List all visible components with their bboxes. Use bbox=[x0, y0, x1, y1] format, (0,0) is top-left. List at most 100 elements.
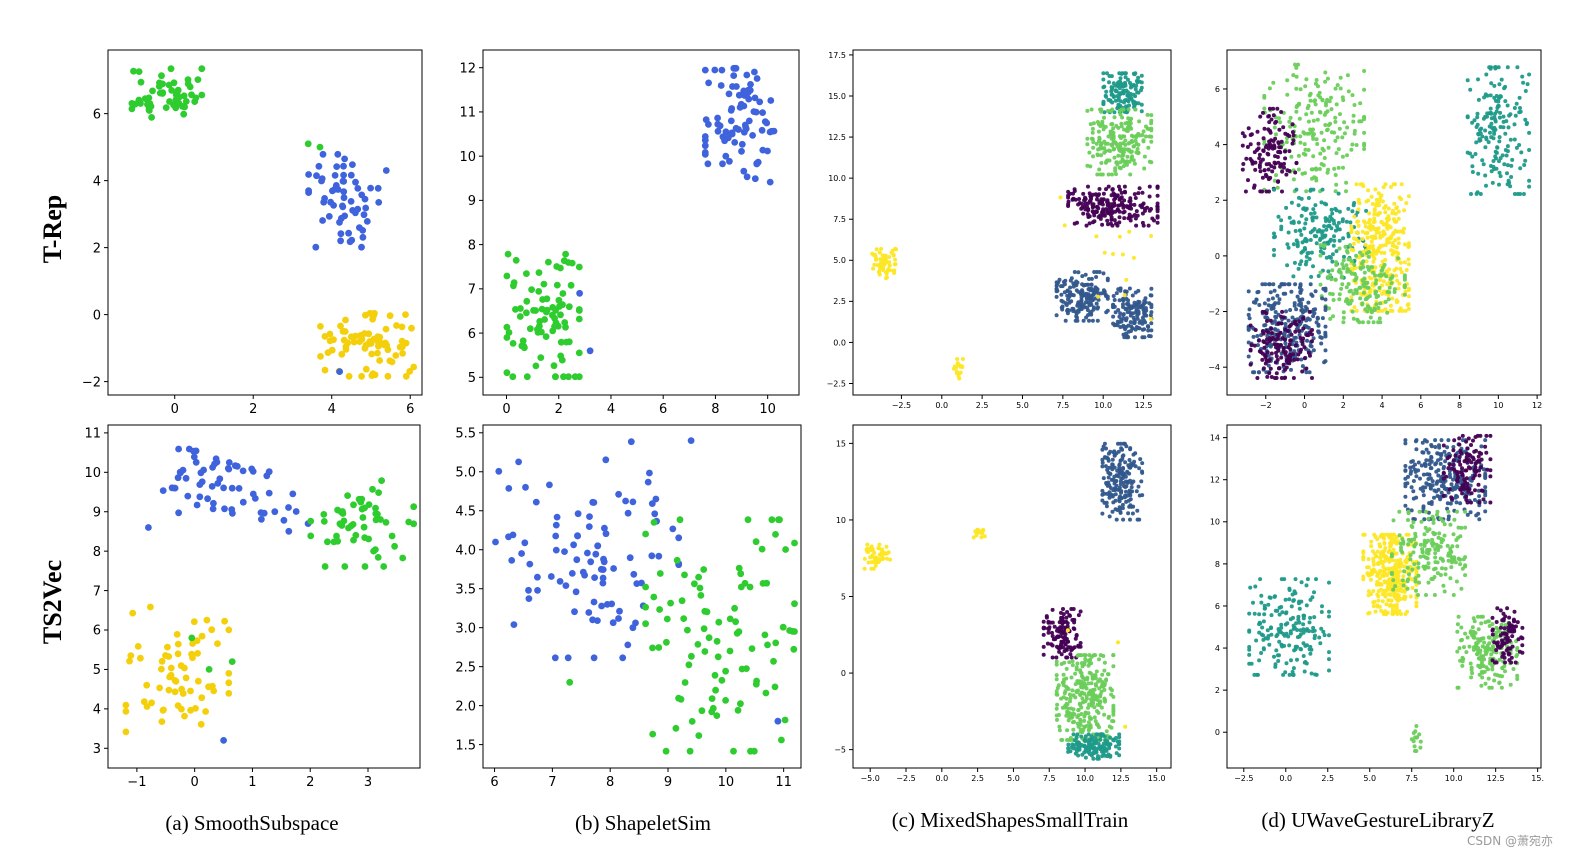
data-point-blue bbox=[352, 178, 359, 186]
data-point-yellow bbox=[883, 270, 888, 275]
data-point-yellow bbox=[1396, 216, 1401, 221]
data-point-yellow bbox=[1380, 308, 1385, 313]
data-point-teal bbox=[1512, 137, 1517, 142]
data-point-green bbox=[791, 600, 798, 608]
data-point-teal bbox=[1131, 101, 1136, 106]
data-point-purple bbox=[1468, 466, 1473, 471]
data-point-darkblue bbox=[1304, 370, 1309, 375]
data-point-purple bbox=[1445, 456, 1450, 461]
data-point-teal bbox=[1258, 577, 1263, 582]
data-point-yellow bbox=[160, 706, 167, 714]
data-point-yellow bbox=[1372, 256, 1377, 261]
data-point-blue bbox=[220, 737, 228, 744]
data-point-yellow bbox=[1376, 200, 1381, 205]
data-point-darkblue bbox=[1406, 474, 1410, 479]
data-point-teal bbox=[1493, 65, 1498, 70]
data-point-blue bbox=[305, 171, 312, 178]
data-point-green bbox=[359, 514, 367, 521]
data-point-lightgreen bbox=[1099, 153, 1103, 158]
data-point-teal bbox=[1303, 221, 1308, 226]
data-point-teal bbox=[1340, 217, 1345, 222]
data-point-purple bbox=[1122, 184, 1127, 189]
data-point-green bbox=[535, 269, 543, 276]
data-point-teal bbox=[1100, 732, 1105, 737]
data-point-lightgreen bbox=[1349, 259, 1354, 264]
data-point-darkblue bbox=[1297, 298, 1302, 303]
data-point-teal bbox=[1257, 658, 1262, 663]
data-point-lightgreen bbox=[1067, 711, 1072, 715]
data-point-teal bbox=[1276, 214, 1281, 219]
data-point-lightgreen bbox=[1338, 270, 1343, 275]
data-point-lightgreen bbox=[1341, 320, 1346, 325]
data-point-yellow bbox=[1349, 295, 1354, 300]
data-point-darkblue bbox=[1074, 288, 1079, 293]
data-point-blue bbox=[349, 161, 356, 169]
data-point-blue bbox=[551, 654, 559, 662]
data-point-purple bbox=[1128, 196, 1133, 201]
data-point-lightgreen bbox=[1303, 84, 1308, 89]
data-point-darkblue bbox=[1109, 477, 1114, 482]
data-point-darkblue bbox=[1306, 300, 1311, 305]
data-point-green bbox=[375, 489, 382, 496]
data-point-teal bbox=[1320, 235, 1325, 240]
data-point-purple bbox=[1260, 175, 1265, 180]
data-point-darkblue bbox=[1416, 468, 1421, 473]
data-point-lightgreen bbox=[1348, 243, 1352, 248]
data-point-teal bbox=[1272, 654, 1276, 659]
data-point-lightgreen bbox=[1121, 153, 1126, 158]
data-point-darkblue bbox=[1423, 438, 1427, 443]
data-point-purple bbox=[1041, 619, 1046, 624]
data-point-green bbox=[350, 536, 357, 544]
data-point-yellow bbox=[1383, 307, 1388, 312]
data-point-lightgreen bbox=[1055, 717, 1059, 722]
data-point-purple bbox=[1308, 353, 1312, 358]
data-point-green bbox=[304, 140, 312, 148]
data-point-darkblue bbox=[1414, 438, 1419, 443]
x-tick-label: 2.5 bbox=[971, 774, 984, 783]
data-point-yellow bbox=[888, 557, 893, 562]
data-point-purple bbox=[1264, 311, 1269, 316]
data-point-yellow bbox=[874, 247, 879, 252]
data-point-yellow bbox=[869, 566, 874, 571]
data-point-darkblue bbox=[1121, 312, 1126, 317]
x-tick-label: 10 bbox=[1493, 401, 1503, 410]
data-point-darkblue bbox=[1132, 321, 1137, 325]
data-point-blue bbox=[337, 237, 344, 245]
data-point-green bbox=[560, 373, 567, 381]
x-tick-label: −5.0 bbox=[860, 774, 879, 783]
data-point-teal bbox=[1287, 643, 1292, 648]
data-point-purple bbox=[1304, 366, 1309, 371]
data-point-purple bbox=[1270, 331, 1274, 335]
data-point-lightgreen bbox=[1132, 144, 1137, 149]
data-point-teal bbox=[1265, 628, 1270, 633]
data-point-purple bbox=[1454, 478, 1459, 483]
data-point-teal bbox=[1497, 170, 1502, 175]
data-point-teal bbox=[1284, 661, 1289, 666]
data-point-darkblue bbox=[1271, 282, 1276, 287]
data-point-yellow bbox=[1148, 317, 1153, 321]
data-point-darkblue bbox=[1054, 313, 1059, 318]
data-point-lightgreen bbox=[1075, 679, 1080, 684]
data-point-teal bbox=[1505, 65, 1510, 70]
data-point-purple bbox=[1473, 488, 1477, 493]
data-point-teal bbox=[1071, 746, 1076, 751]
data-point-darkblue bbox=[1114, 517, 1119, 522]
data-point-darkblue bbox=[1411, 489, 1416, 494]
data-point-darkblue bbox=[1273, 314, 1278, 319]
data-point-purple bbox=[1262, 168, 1267, 173]
data-point-green bbox=[378, 477, 385, 484]
data-point-blue bbox=[644, 478, 652, 486]
data-point-purple bbox=[1265, 350, 1270, 355]
data-point-blue bbox=[591, 574, 598, 581]
data-point-teal bbox=[1307, 257, 1312, 261]
data-point-green bbox=[776, 516, 783, 524]
data-point-green bbox=[503, 369, 511, 377]
data-point-green bbox=[662, 747, 670, 755]
data-point-green bbox=[761, 631, 769, 639]
data-point-yellow bbox=[890, 248, 895, 253]
data-point-darkblue bbox=[1131, 452, 1136, 457]
data-point-lightgreen bbox=[1090, 130, 1095, 135]
data-point-darkblue bbox=[1323, 297, 1328, 302]
data-point-lightgreen bbox=[1328, 316, 1333, 321]
